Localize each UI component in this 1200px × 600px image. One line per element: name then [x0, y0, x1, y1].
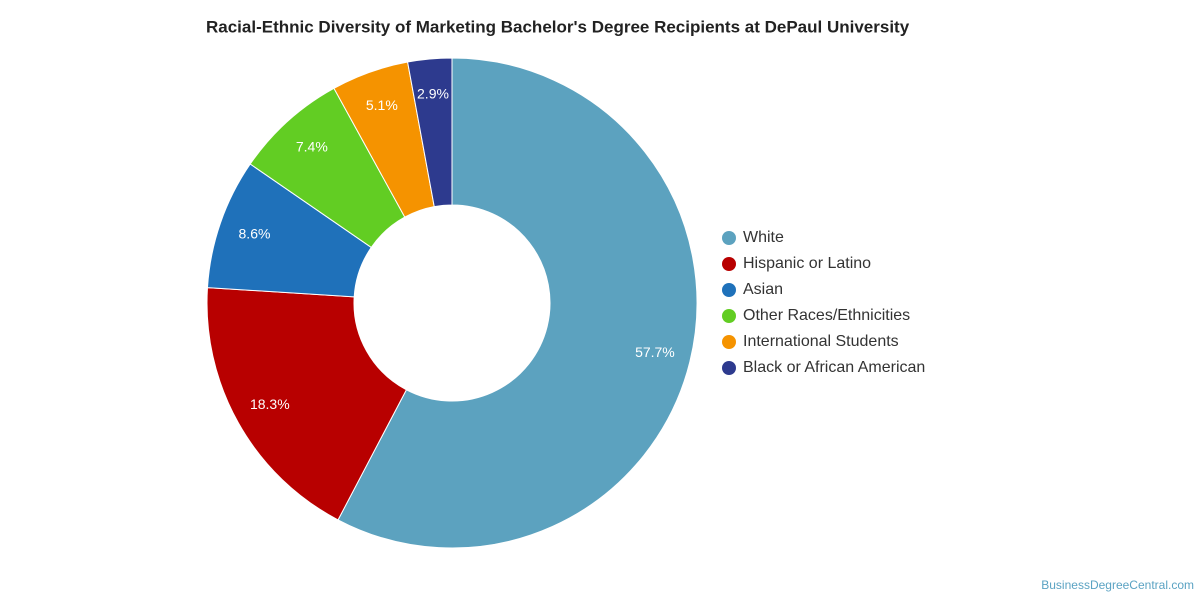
legend-label[interactable]: Hispanic or Latino	[743, 255, 871, 272]
legend-marker[interactable]	[722, 257, 736, 271]
legend-label[interactable]: Asian	[743, 281, 783, 298]
legend-label[interactable]: International Students	[743, 333, 899, 350]
data-label: 8.6%	[239, 225, 271, 241]
donut-slice	[337, 57, 698, 549]
legend-marker[interactable]	[722, 231, 736, 245]
chart-title: Racial-Ethnic Diversity of Marketing Bac…	[206, 17, 910, 36]
legend-label[interactable]: Black or African American	[743, 359, 925, 376]
credit: BusinessDegreeCentral.com	[1041, 578, 1194, 592]
data-label: 7.4%	[296, 139, 328, 155]
data-label: 57.7%	[635, 344, 675, 360]
donut-slice	[407, 57, 453, 208]
legend-label[interactable]: Other Races/Ethnicities	[743, 307, 910, 324]
legend-marker[interactable]	[722, 283, 736, 297]
donut-slice	[206, 287, 408, 521]
legend-marker[interactable]	[722, 335, 736, 349]
legend-label[interactable]: White	[743, 229, 784, 246]
data-label: 2.9%	[417, 86, 449, 102]
legend-marker[interactable]	[722, 309, 736, 323]
data-label: 18.3%	[250, 396, 290, 412]
data-label: 5.1%	[366, 97, 398, 113]
legend-marker[interactable]	[722, 361, 736, 375]
